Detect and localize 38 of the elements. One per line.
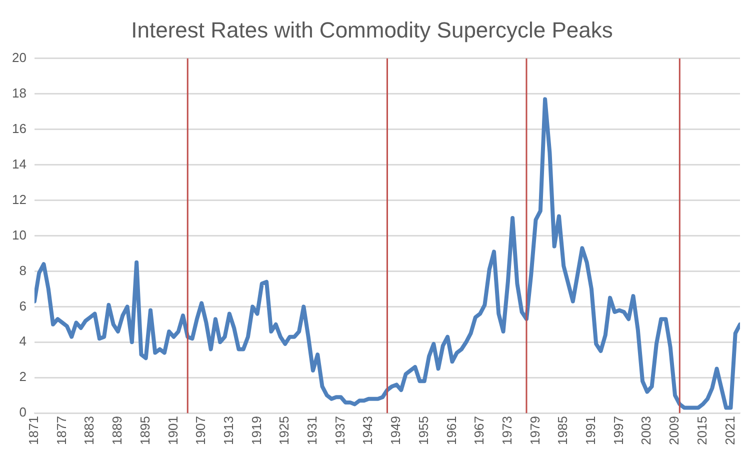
x-tick-label: 2021 <box>722 416 738 445</box>
y-tick-label: 10 <box>12 227 26 242</box>
x-tick-label: 1961 <box>444 416 459 445</box>
y-tick-label: 14 <box>12 156 26 172</box>
x-tick-label: 1943 <box>360 416 376 445</box>
y-tick-label: 0 <box>19 404 26 420</box>
x-tick-label: 2015 <box>694 416 710 445</box>
y-tick-label: 12 <box>12 192 26 207</box>
x-tick-label: 1937 <box>332 416 348 445</box>
x-tick-label: 2003 <box>638 416 654 445</box>
x-tick-label: 1907 <box>193 416 208 445</box>
y-tick-label: 18 <box>12 85 26 100</box>
y-tick-label: 20 <box>12 50 26 65</box>
x-tick-label: 1949 <box>388 416 404 445</box>
x-tick-label: 1931 <box>304 416 320 445</box>
x-tick-label: 1901 <box>165 416 180 445</box>
x-tick-label: 1979 <box>527 416 542 445</box>
x-tick-label: 1997 <box>610 416 626 445</box>
x-tick-label: 1919 <box>248 416 264 445</box>
y-tick-label: 16 <box>12 120 26 136</box>
x-tick-label: 1991 <box>583 416 598 445</box>
y-tick-label: 4 <box>19 334 26 349</box>
x-tick-label: 1871 <box>26 416 42 445</box>
y-tick-label: 8 <box>19 262 26 278</box>
x-tick-label: 1889 <box>110 416 125 445</box>
x-tick-label: 1883 <box>82 416 97 445</box>
x-tick-label: 1985 <box>555 416 570 445</box>
x-tick-label: 1877 <box>54 416 69 445</box>
x-tick-label: 1973 <box>499 416 514 445</box>
x-tick-label: 2009 <box>666 416 682 445</box>
chart-title: Interest Rates with Commodity Supercycle Peaks <box>131 17 613 42</box>
x-tick-label: 1955 <box>416 416 431 445</box>
x-tick-label: 1895 <box>137 416 152 445</box>
y-tick-label: 2 <box>19 369 26 384</box>
x-tick-label: 1967 <box>472 416 487 445</box>
x-tick-label: 1913 <box>220 416 236 445</box>
x-tick-label: 1925 <box>276 416 292 445</box>
y-tick-label: 6 <box>19 298 26 314</box>
